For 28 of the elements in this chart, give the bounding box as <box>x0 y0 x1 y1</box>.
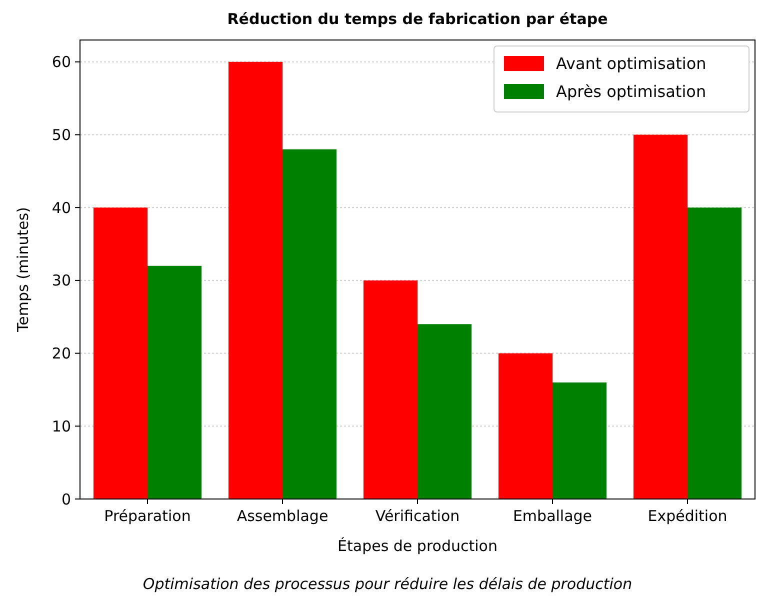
y-tick-label: 60 <box>52 53 71 72</box>
y-axis-title: Temps (minutes) <box>14 207 32 333</box>
x-tick-label: Emballage <box>512 507 592 525</box>
y-tick-label: 10 <box>52 417 71 436</box>
bar <box>228 62 282 499</box>
bar <box>418 324 472 499</box>
x-tick-label: Assemblage <box>236 507 328 525</box>
chart-title: Réduction du temps de fabrication par étape <box>227 10 608 28</box>
bar <box>498 353 552 499</box>
y-tick-label: 50 <box>52 126 71 144</box>
legend-label: Après optimisation <box>556 82 706 101</box>
x-tick-label: Vérification <box>375 507 460 525</box>
x-tick-label: Expédition <box>648 507 728 525</box>
bar <box>148 266 202 499</box>
bar <box>688 208 742 499</box>
bar <box>634 134 688 499</box>
y-tick-label: 30 <box>52 272 71 290</box>
bar <box>364 280 418 499</box>
bar <box>552 382 606 499</box>
y-tick-label: 0 <box>61 490 71 508</box>
bar <box>282 149 336 499</box>
text: Optimisation des processus pour réduire les délais de production <box>142 575 632 593</box>
x-tick-label: Préparation <box>104 507 191 525</box>
x-axis-title: Étapes de production <box>338 537 498 555</box>
bar <box>94 208 148 499</box>
y-tick-label: 20 <box>52 344 71 363</box>
legend-label: Avant optimisation <box>556 54 706 73</box>
y-tick-label: 40 <box>52 198 71 217</box>
